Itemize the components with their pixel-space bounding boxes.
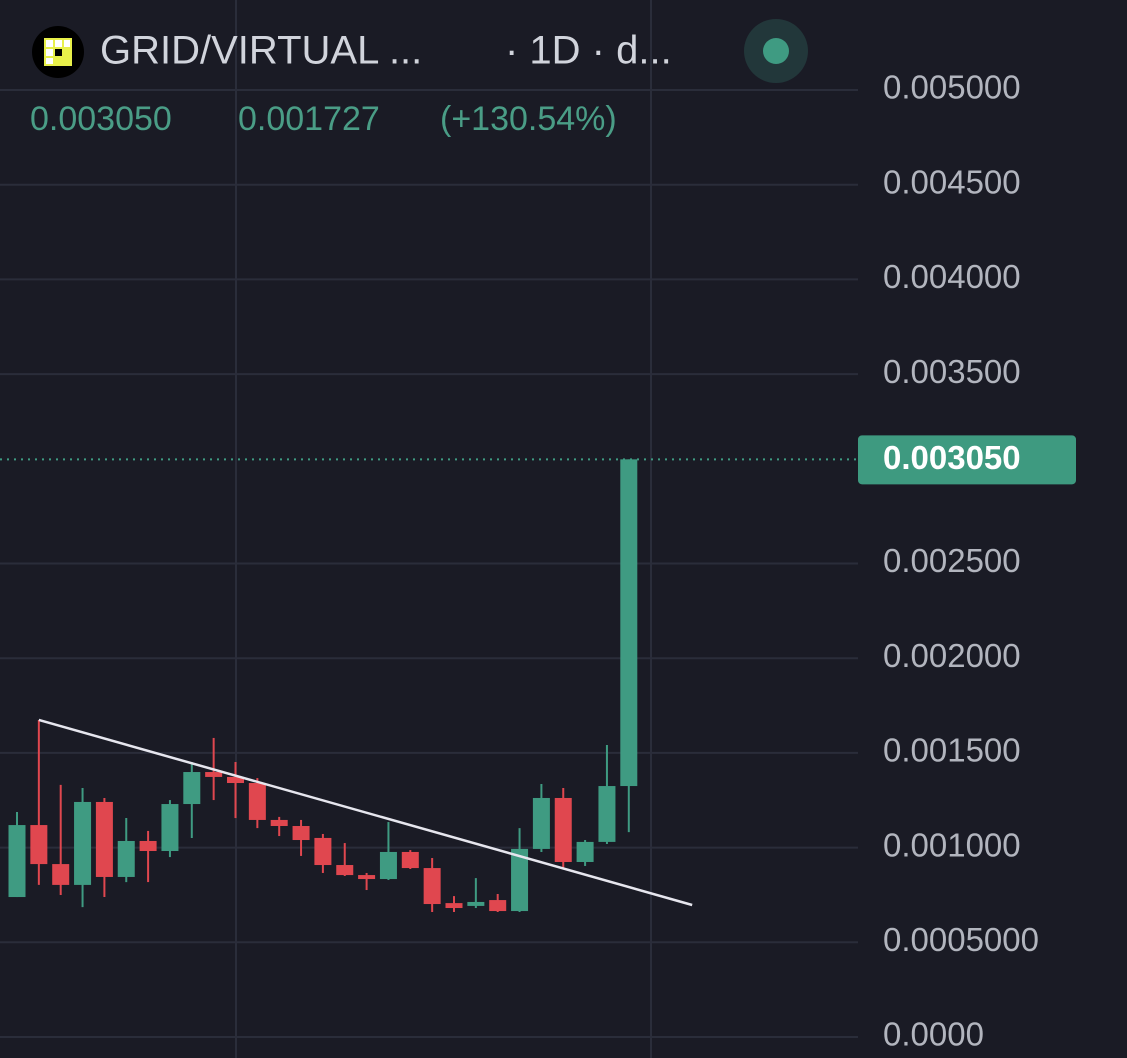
interval: · 1D · d... <box>505 29 672 73</box>
candle-body <box>401 851 419 869</box>
candle-body <box>314 837 332 866</box>
y-tick-label: 0.003500 <box>883 353 1021 390</box>
y-tick-label: 0.004500 <box>883 163 1021 200</box>
candle-body <box>74 801 92 885</box>
candle-body <box>489 900 507 912</box>
status-dot <box>763 38 789 64</box>
candle-body <box>8 825 26 898</box>
y-tick-label: 0.004000 <box>883 258 1021 295</box>
price-tag <box>858 435 1076 485</box>
y-tick-label: 0.001500 <box>883 732 1021 769</box>
candle-body <box>554 797 572 862</box>
candle-body <box>30 825 48 865</box>
candle-body <box>205 772 223 777</box>
candle-body <box>379 851 397 880</box>
candle-body <box>248 783 266 820</box>
candle-body <box>576 841 594 862</box>
candle-body <box>598 786 616 842</box>
y-tick-label: 0.0000 <box>883 1016 984 1053</box>
change-pct: (+130.54%) <box>440 100 617 138</box>
candle-body <box>52 864 70 885</box>
y-tick-label: 0.002000 <box>883 637 1021 674</box>
candle-body <box>511 848 529 912</box>
candle-body <box>95 801 113 877</box>
candle-body <box>270 819 288 827</box>
candle-body <box>227 776 244 784</box>
trendline <box>38 718 693 907</box>
y-tick-label: 0.001000 <box>883 826 1021 863</box>
candle-body <box>336 865 354 876</box>
price-tag-label: 0.003050 <box>883 439 1021 476</box>
y-tick-label: 0.005000 <box>883 69 1021 106</box>
candle-body <box>139 840 157 852</box>
candle-body <box>423 868 441 905</box>
candle-body <box>292 826 310 841</box>
symbol: GRID/VIRTUAL ... <box>100 29 422 73</box>
symbol-icon <box>32 26 84 78</box>
candle-body <box>358 875 376 880</box>
change: 0.001727 <box>238 100 380 138</box>
candle-body <box>183 772 201 805</box>
candle-body <box>445 903 463 909</box>
candle-body <box>161 804 179 852</box>
candle-body <box>467 901 485 906</box>
y-tick-label: 0.0005000 <box>883 921 1039 958</box>
candle-body <box>620 459 638 787</box>
candle-body <box>532 797 550 849</box>
candle-body <box>117 840 135 877</box>
y-tick-label: 0.002500 <box>883 542 1021 579</box>
last-price: 0.003050 <box>30 100 172 138</box>
